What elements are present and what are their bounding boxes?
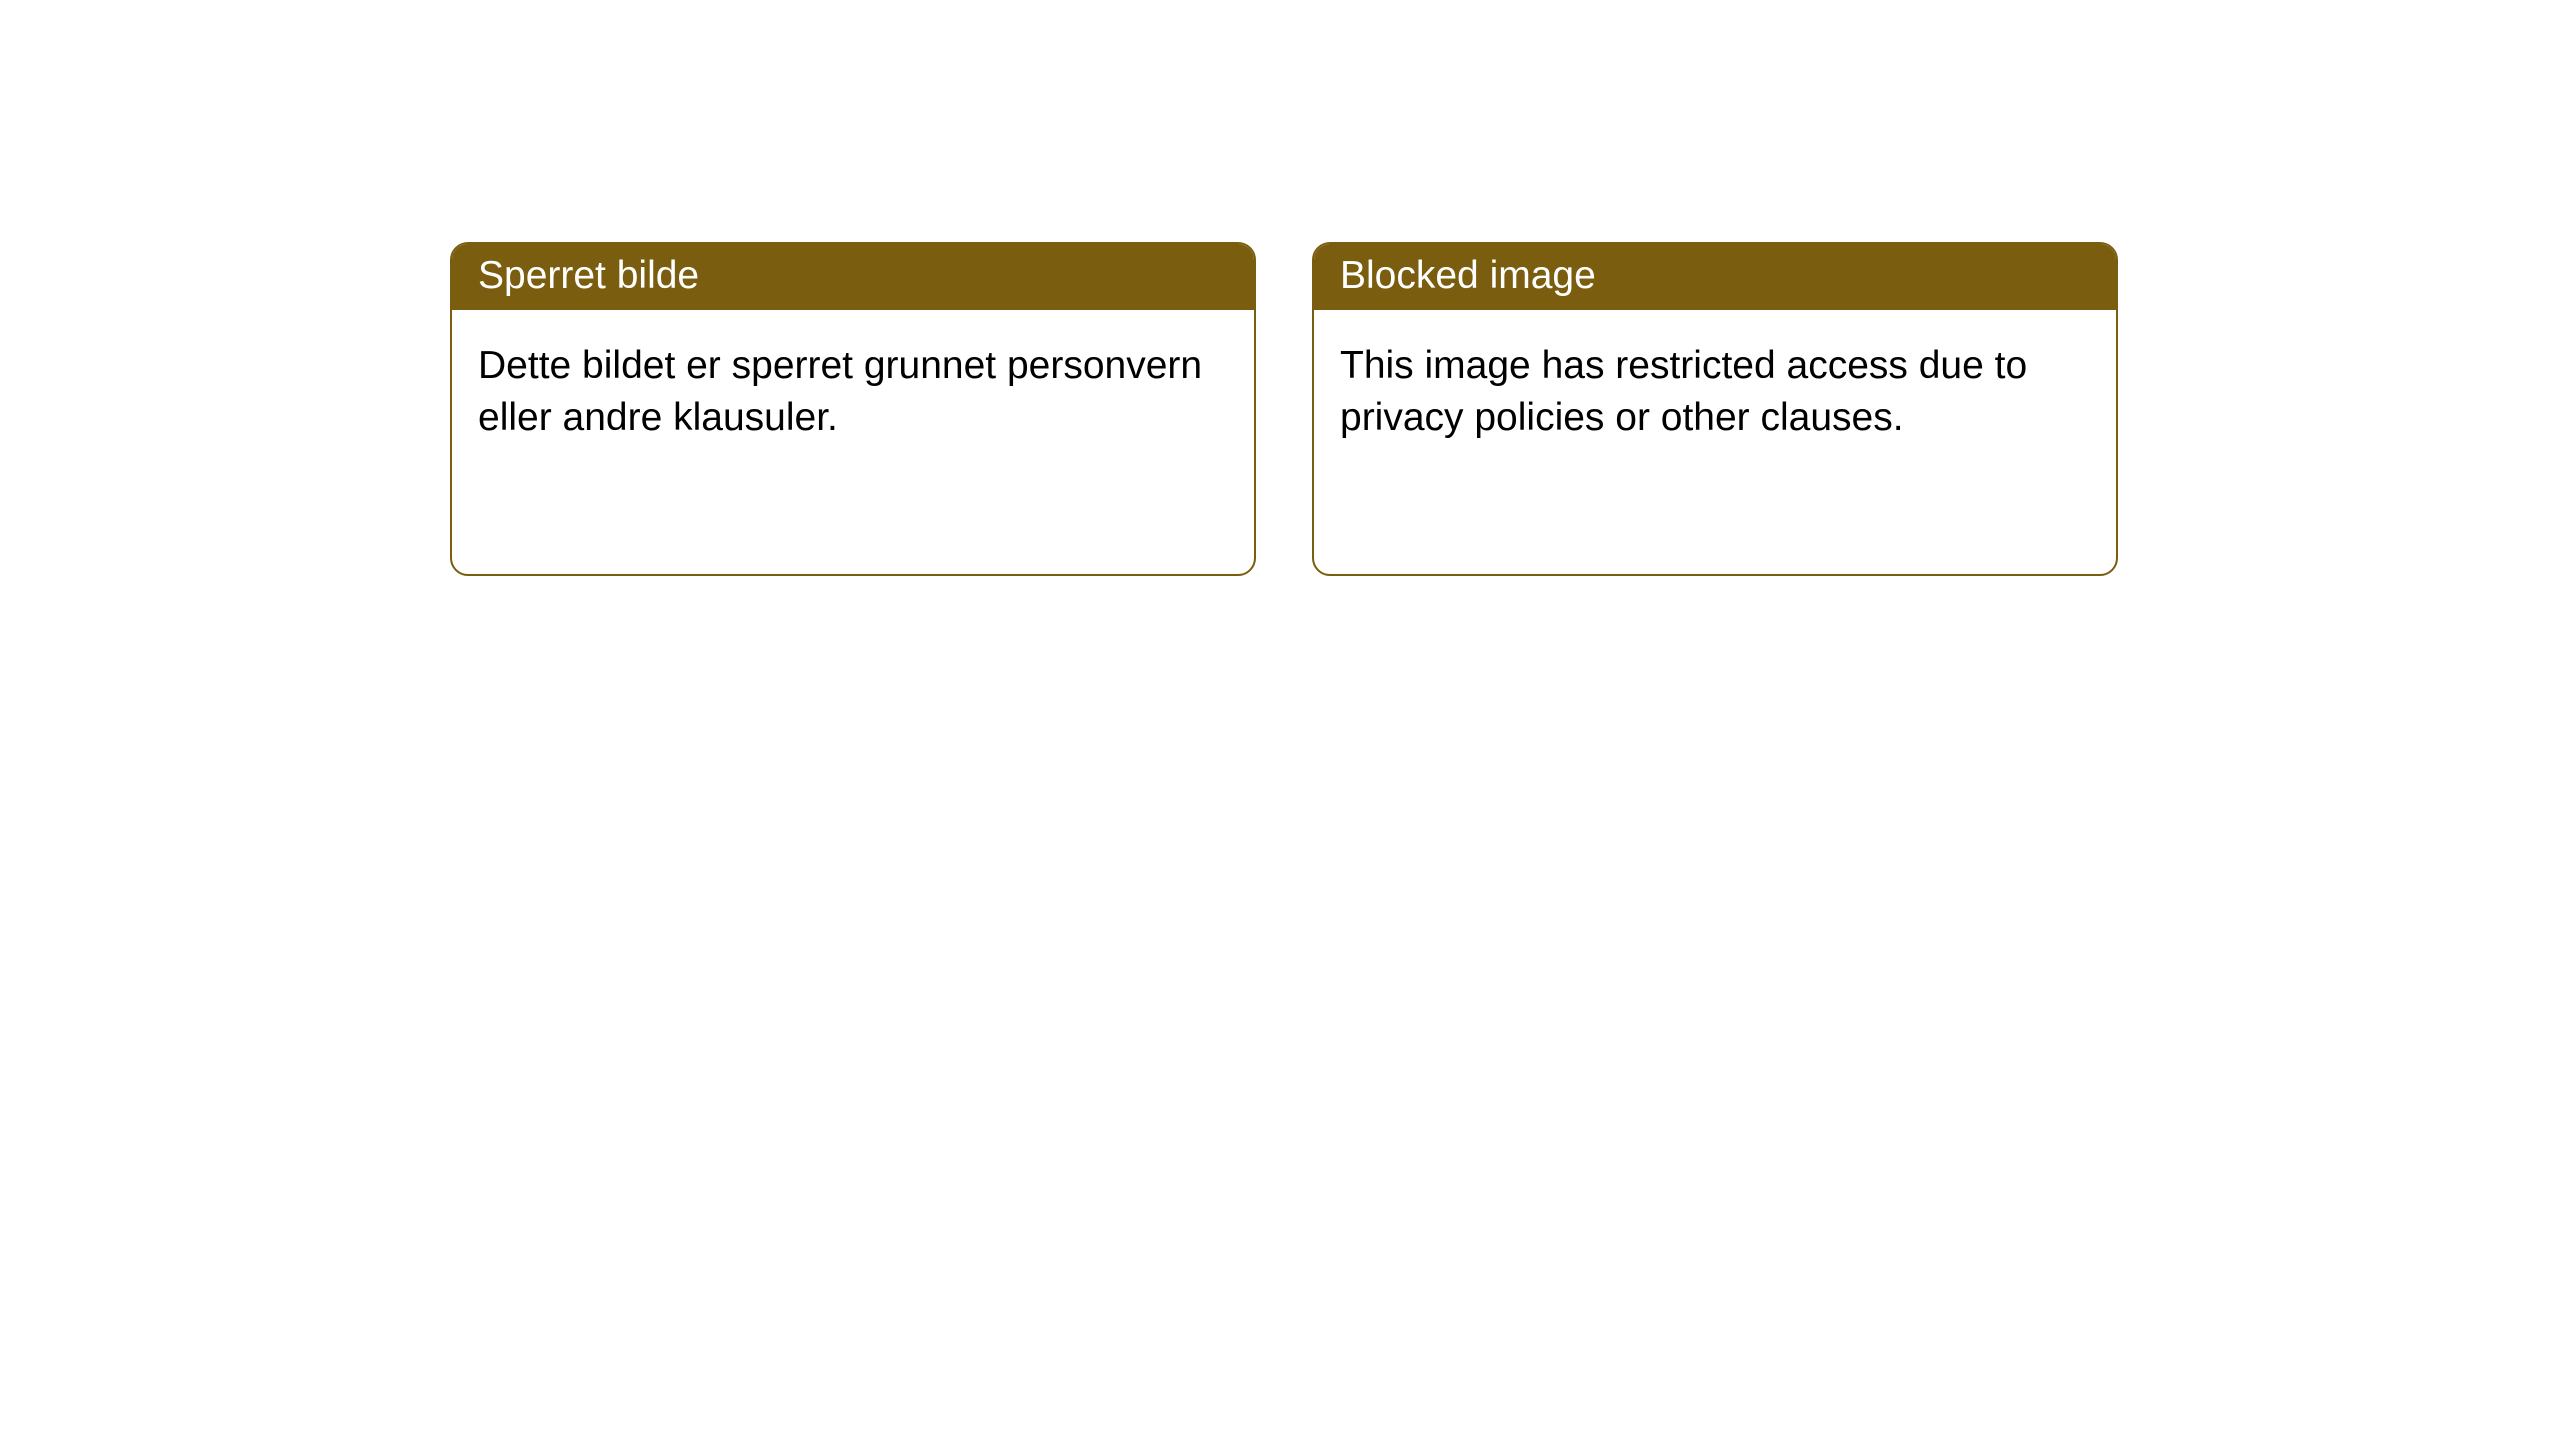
card-title: Sperret bilde xyxy=(452,244,1254,310)
card-body-text: This image has restricted access due to … xyxy=(1314,310,2116,474)
notice-cards-container: Sperret bilde Dette bildet er sperret gr… xyxy=(0,0,2560,576)
notice-card-english: Blocked image This image has restricted … xyxy=(1312,242,2118,576)
card-body-text: Dette bildet er sperret grunnet personve… xyxy=(452,310,1254,474)
card-title: Blocked image xyxy=(1314,244,2116,310)
notice-card-norwegian: Sperret bilde Dette bildet er sperret gr… xyxy=(450,242,1256,576)
